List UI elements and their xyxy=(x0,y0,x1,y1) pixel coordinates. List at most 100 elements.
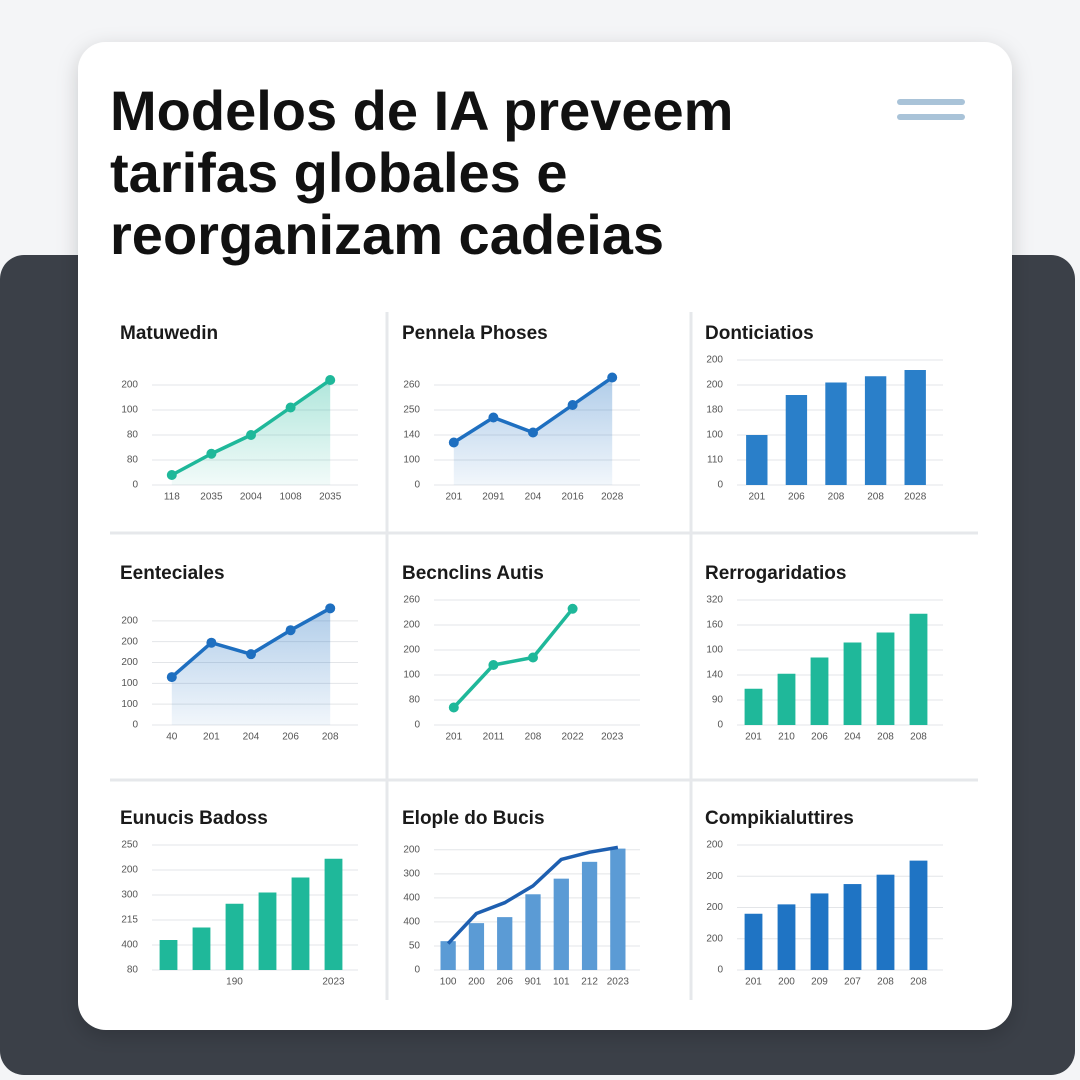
point xyxy=(206,448,217,459)
y-tick-label: 100 xyxy=(121,699,138,710)
chart-title: Becnclins Autis xyxy=(402,563,544,584)
y-tick-label: 80 xyxy=(127,965,139,976)
y-tick-label: 200 xyxy=(403,645,420,656)
separators xyxy=(110,312,978,1000)
bar xyxy=(610,848,626,970)
x-tick-label: 2028 xyxy=(904,492,927,503)
bar xyxy=(497,917,513,970)
bar xyxy=(225,903,244,970)
x-tick-label: 100 xyxy=(440,977,457,988)
bar xyxy=(468,923,485,970)
x-tick-label: 209 xyxy=(811,977,828,988)
y-tick-label: 90 xyxy=(712,695,724,706)
chart: Donticiatios 0 110 100 180 200 200 201 206 208 208… xyxy=(705,323,943,503)
y-tick-label: 100 xyxy=(706,430,723,441)
y-tick-label: 100 xyxy=(121,678,138,689)
y-tick-label: 100 xyxy=(706,645,723,656)
x-tick-label: 208 xyxy=(910,732,927,743)
bar xyxy=(777,673,796,725)
x-tick-label: 2011 xyxy=(483,732,505,743)
y-tick-label: 200 xyxy=(121,657,138,668)
bar xyxy=(864,376,887,485)
y-tick-label: 0 xyxy=(132,480,138,491)
point xyxy=(528,652,538,663)
x-tick-label: 206 xyxy=(282,732,299,743)
y-tick-label: 250 xyxy=(403,405,420,416)
y-tick-label: 100 xyxy=(403,455,420,466)
point xyxy=(246,649,256,660)
x-tick-label: 201 xyxy=(445,492,462,503)
x-tick-label: 201 xyxy=(445,732,462,743)
card xyxy=(78,42,1012,1030)
x-tick-label: 201 xyxy=(745,977,762,988)
x-tick-label: 200 xyxy=(778,977,795,988)
point xyxy=(206,637,217,648)
y-tick-label: 260 xyxy=(403,595,420,606)
x-tick-label: 201 xyxy=(748,492,765,503)
y-tick-label: 200 xyxy=(706,933,723,944)
y-tick-label: 200 xyxy=(403,620,420,631)
y-tick-label: 320 xyxy=(706,595,723,606)
bar xyxy=(258,892,277,970)
y-tick-label: 110 xyxy=(707,455,723,466)
point xyxy=(166,470,177,480)
x-tick-label: 204 xyxy=(844,732,861,743)
y-tick-label: 80 xyxy=(409,695,421,706)
chart: Compikialuttires 0 200 200 200 200 201 200 209 20… xyxy=(705,808,943,988)
x-tick-label: 190 xyxy=(226,977,243,988)
chart: Rerrogaridatios 0 90 140 100 160 320 201 210 206 2… xyxy=(705,563,943,743)
x-tick-label: 206 xyxy=(811,732,828,743)
chart: Becnclins Autis 0 80 100 200 200 260 201 2011 208… xyxy=(402,563,640,743)
bar xyxy=(843,642,862,725)
y-tick-label: 200 xyxy=(706,840,723,851)
bar xyxy=(744,688,763,725)
x-tick-label: 118 xyxy=(164,492,180,503)
point xyxy=(488,660,499,670)
bar xyxy=(324,858,343,970)
y-tick-label: 400 xyxy=(403,893,420,904)
point xyxy=(448,702,459,713)
point xyxy=(488,412,499,423)
x-tick-label: 208 xyxy=(877,977,894,988)
bar xyxy=(876,874,895,970)
y-tick-label: 200 xyxy=(706,902,723,913)
x-tick-label: 207 xyxy=(844,977,861,988)
bar xyxy=(581,861,598,970)
y-tick-label: 300 xyxy=(121,890,138,901)
x-tick-label: 206 xyxy=(788,492,805,503)
y-tick-label: 0 xyxy=(414,480,420,491)
x-tick-label: 2023 xyxy=(601,732,624,743)
point xyxy=(246,430,256,440)
x-tick-label: 201 xyxy=(203,732,220,743)
area xyxy=(171,608,331,725)
x-tick-label: 2035 xyxy=(200,492,223,503)
x-tick-label: 206 xyxy=(496,977,513,988)
y-tick-label: 400 xyxy=(403,917,420,928)
point xyxy=(325,375,336,385)
point xyxy=(528,427,538,438)
x-tick-label: 212 xyxy=(581,977,598,988)
y-tick-label: 160 xyxy=(706,620,723,631)
y-tick-label: 200 xyxy=(121,615,138,626)
y-tick-label: 0 xyxy=(414,720,420,731)
point xyxy=(567,400,578,410)
bar xyxy=(440,941,456,970)
chart: Eenteciales 0 100 100 200 200 200 40 201 204 206 20… xyxy=(120,563,358,743)
chart-title: Eunucis Badoss xyxy=(120,808,268,829)
line xyxy=(446,845,619,945)
y-tick-label: 0 xyxy=(717,965,723,976)
y-tick-label: 200 xyxy=(706,871,723,882)
area xyxy=(453,377,613,485)
x-tick-label: 208 xyxy=(525,732,542,743)
x-tick-label: 1008 xyxy=(279,492,302,503)
point xyxy=(166,672,177,683)
bar xyxy=(904,370,926,485)
point xyxy=(285,402,296,413)
y-tick-label: 0 xyxy=(414,965,420,976)
y-tick-label: 200 xyxy=(121,636,138,647)
bar xyxy=(525,894,541,970)
bar xyxy=(553,878,569,970)
bar xyxy=(746,435,768,485)
chart: Pennela Phoses 0 100 140 250 260 201 2091 204 201… xyxy=(402,323,640,503)
